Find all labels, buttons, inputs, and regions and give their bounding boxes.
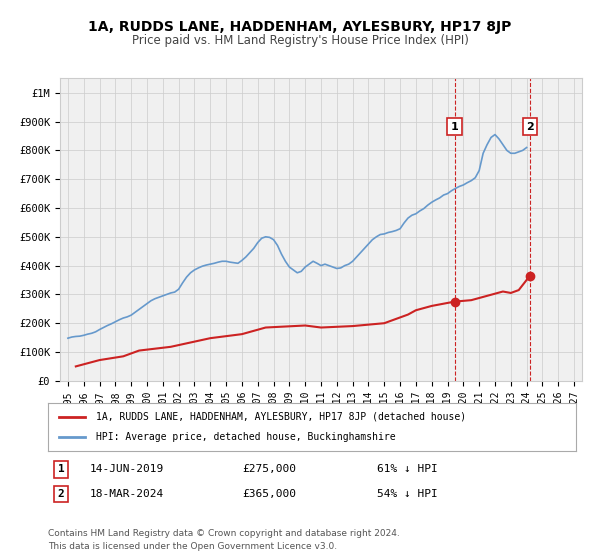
Text: Contains HM Land Registry data © Crown copyright and database right 2024.: Contains HM Land Registry data © Crown c… [48, 529, 400, 538]
Text: £275,000: £275,000 [243, 464, 297, 474]
Text: 61% ↓ HPI: 61% ↓ HPI [377, 464, 437, 474]
Text: 1A, RUDDS LANE, HADDENHAM, AYLESBURY, HP17 8JP (detached house): 1A, RUDDS LANE, HADDENHAM, AYLESBURY, HP… [95, 412, 466, 422]
Text: 1: 1 [58, 464, 65, 474]
Text: 2: 2 [58, 489, 65, 499]
Text: 14-JUN-2019: 14-JUN-2019 [90, 464, 164, 474]
Text: HPI: Average price, detached house, Buckinghamshire: HPI: Average price, detached house, Buck… [95, 432, 395, 442]
Text: £365,000: £365,000 [243, 489, 297, 499]
Text: 1A, RUDDS LANE, HADDENHAM, AYLESBURY, HP17 8JP: 1A, RUDDS LANE, HADDENHAM, AYLESBURY, HP… [88, 20, 512, 34]
Text: 1: 1 [451, 122, 458, 132]
Text: Price paid vs. HM Land Registry's House Price Index (HPI): Price paid vs. HM Land Registry's House … [131, 34, 469, 46]
Text: This data is licensed under the Open Government Licence v3.0.: This data is licensed under the Open Gov… [48, 542, 337, 550]
Text: 2: 2 [526, 122, 534, 132]
Text: 54% ↓ HPI: 54% ↓ HPI [377, 489, 437, 499]
Text: 18-MAR-2024: 18-MAR-2024 [90, 489, 164, 499]
